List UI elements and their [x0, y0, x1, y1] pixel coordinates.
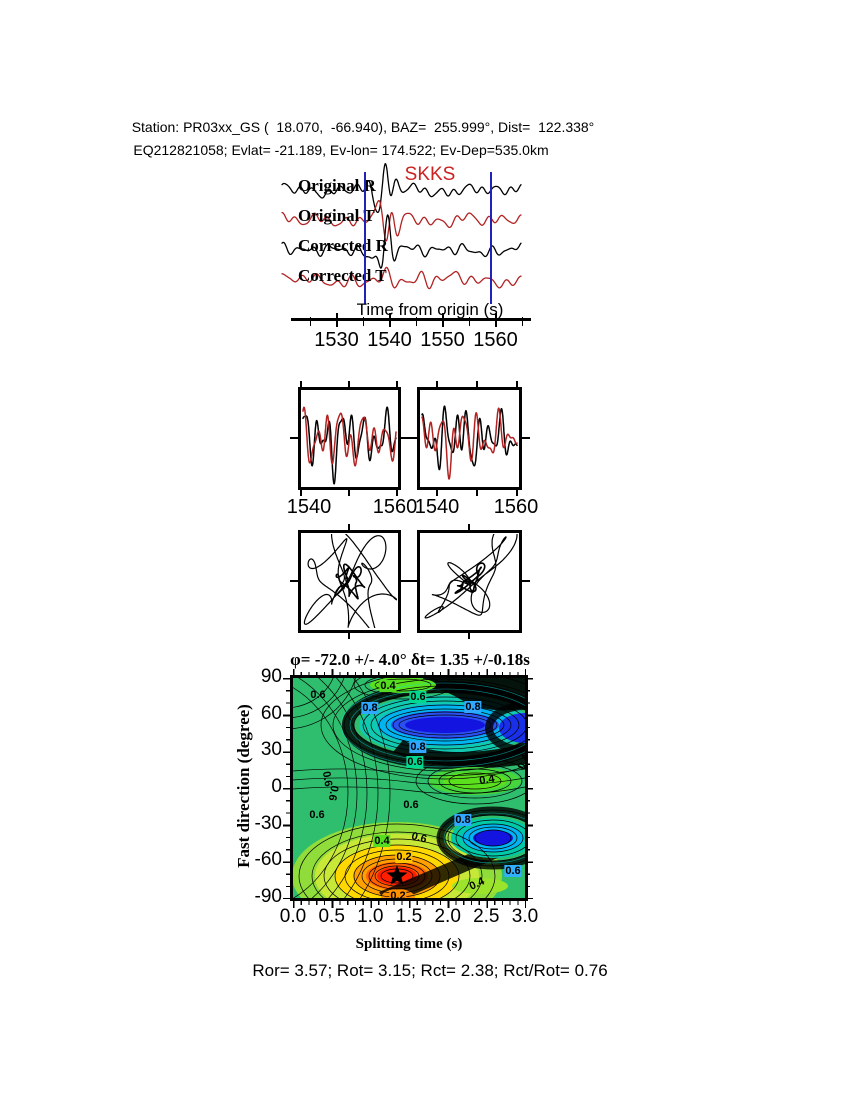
- time-tick-label: 1560: [473, 329, 518, 351]
- tick-mark: [522, 580, 530, 582]
- tick-mark: [401, 580, 409, 582]
- tick-mark: [348, 490, 350, 496]
- footer-stats: Ror= 3.57; Rot= 3.15; Rct= 2.38; Rct/Rot…: [252, 961, 608, 980]
- contour-xtick-label: 3.0: [511, 906, 539, 927]
- contour-xlabel: Splitting time (s): [355, 936, 463, 952]
- contour-ytick-label: -90: [254, 885, 282, 907]
- tick-mark: [468, 317, 470, 326]
- contour-lines: [293, 678, 525, 898]
- time-axis-line: [291, 318, 531, 321]
- tick-mark: [522, 437, 530, 439]
- tick-mark: [290, 437, 298, 439]
- contour-inline-label: 0.6: [406, 756, 424, 768]
- tick-mark: [300, 381, 302, 387]
- tick-mark: [521, 317, 523, 326]
- time-tick-label: 1540: [367, 329, 412, 351]
- best-fit-star: [386, 865, 408, 885]
- time-tick-label: 1550: [420, 329, 465, 351]
- tick-mark: [476, 381, 478, 387]
- window-tick-label: 1560: [372, 496, 418, 518]
- tick-mark: [362, 317, 364, 326]
- trace-label: Original R: [298, 176, 376, 195]
- tick-mark: [468, 524, 470, 530]
- tick-mark: [388, 313, 391, 327]
- tick-strip: [293, 901, 526, 905]
- tick-mark: [516, 490, 518, 496]
- window-tick-label: 1540: [414, 496, 460, 518]
- contour-ytick-label: 0: [271, 775, 282, 797]
- trace-label: Corrected T: [298, 266, 387, 285]
- tick-mark: [335, 313, 338, 327]
- trace-label: Original T: [298, 206, 375, 225]
- hodogram-box-left: [298, 530, 401, 633]
- contour-inline-label: 0.6: [403, 799, 419, 811]
- header-line-2: EQ212821058; Evlat= -21.189, Ev-lon= 174…: [133, 142, 549, 158]
- tick-mark: [309, 317, 311, 326]
- tick-mark: [300, 490, 302, 496]
- tick-mark: [476, 490, 478, 496]
- contour-inline-label: 0.6: [504, 865, 522, 877]
- contour-inline-label: 0.2: [395, 851, 413, 863]
- tick-mark: [436, 381, 438, 387]
- contour-ytick-label: -60: [254, 849, 282, 871]
- tick-mark: [409, 437, 417, 439]
- contour-inline-label: 0.8: [409, 741, 427, 753]
- tick-mark: [516, 381, 518, 387]
- tick-mark: [409, 580, 417, 582]
- tick-mark: [348, 381, 350, 387]
- tick-mark: [415, 317, 417, 326]
- contour-xtick-label: 0.5: [318, 906, 345, 927]
- tick-mark: [396, 490, 398, 496]
- contour-xtick-label: 2.5: [473, 906, 500, 927]
- tick-strip: [526, 678, 530, 899]
- tick-mark: [494, 313, 497, 327]
- trace-label: Corrected R: [298, 236, 388, 255]
- contour-ytick-label: 30: [260, 739, 282, 761]
- contour-ytick-label: 90: [260, 665, 282, 687]
- window-box-right: [417, 387, 522, 490]
- tick-mark: [436, 490, 438, 496]
- tick-mark: [348, 524, 350, 530]
- window-tick-label: 1540: [286, 496, 332, 518]
- contour-inline-label: 0.6: [409, 691, 427, 703]
- contour-inline-label: 0.8: [454, 814, 472, 826]
- contour-xtick-label: 1.0: [357, 906, 384, 927]
- window-tick-label: 1560: [493, 496, 539, 518]
- tick-strip: [293, 672, 526, 676]
- contour-inline-label: 0.4: [379, 680, 397, 692]
- contour-inline-label: 0.4: [373, 835, 391, 847]
- window-box-left: [298, 387, 401, 490]
- phase-label: SKKS: [404, 164, 456, 185]
- tick-mark: [290, 580, 298, 582]
- window-end-marker: [490, 172, 492, 304]
- tick-mark: [441, 313, 444, 327]
- contour-inline-label: 0.8: [361, 702, 379, 714]
- contour-ytick-label: -30: [254, 812, 282, 834]
- contour-ylabel: Fast direction (degree): [234, 704, 253, 868]
- tick-strip: [286, 678, 290, 899]
- contour-xtick-label: 1.5: [395, 906, 423, 927]
- contour-inline-label: 0.2: [389, 890, 407, 898]
- window-start-marker: [364, 172, 366, 304]
- time-axis-label: Time from origin (s): [356, 300, 504, 319]
- header-line-1: Station: PR03xx_GS ( 18.070, -66.940), B…: [131, 119, 595, 135]
- contour-inline-labels: 0.6 0.4 0.6 0.8 0.8 0.8 0.6 0.4 0.6 0.6 0.4 0.6 0.6 0…: [293, 678, 525, 898]
- hodogram-box-right: [417, 530, 522, 633]
- contour-title: φ= -72.0 +/- 4.0° δt= 1.35 +/-0.18s: [290, 650, 530, 669]
- contour-ytick-label: 60: [260, 702, 282, 724]
- contour-inline-label: 0.8: [464, 701, 482, 713]
- contour-frame: [290, 675, 528, 901]
- time-tick-label: 1530: [314, 329, 359, 351]
- contour-inline-label: 0.6: [310, 689, 326, 701]
- tick-mark: [348, 633, 350, 639]
- contour-lines-cyan: [340, 682, 525, 864]
- tick-mark: [401, 437, 409, 439]
- contour-xtick-label: 0.0: [279, 906, 307, 927]
- contour-inline-label: 0.6: [309, 809, 325, 821]
- contour-xtick-label: 2.0: [434, 906, 461, 927]
- tick-mark: [468, 633, 470, 639]
- tick-mark: [396, 381, 398, 387]
